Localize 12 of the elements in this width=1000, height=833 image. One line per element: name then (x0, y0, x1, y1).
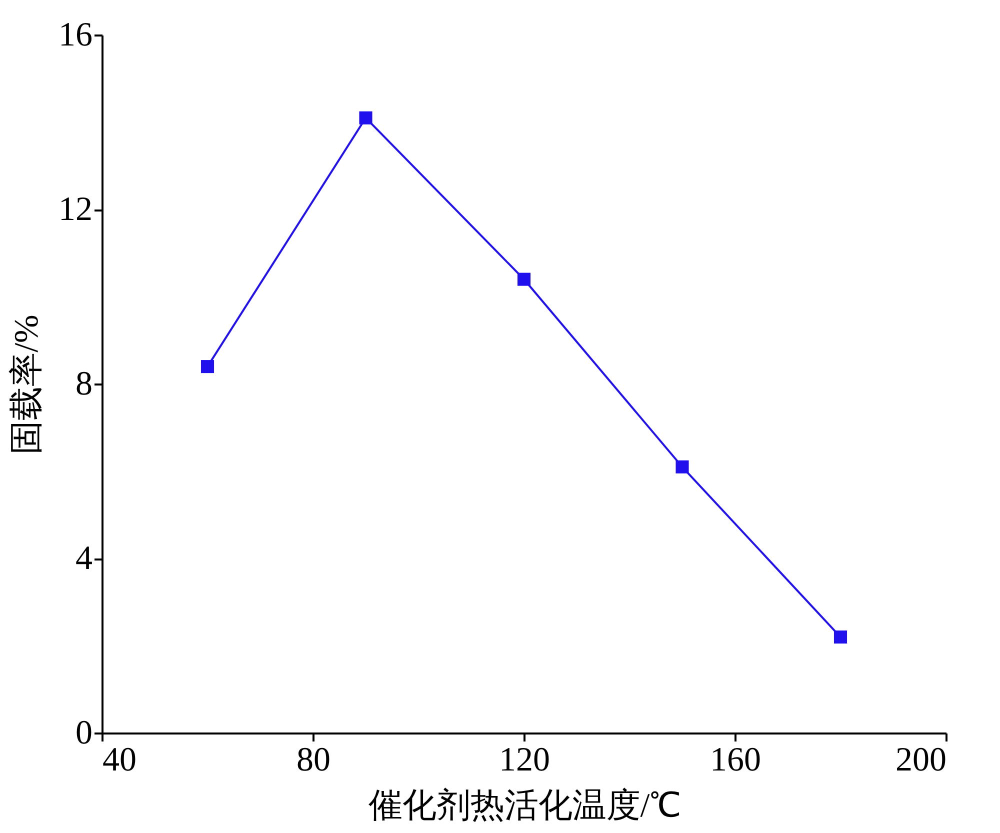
x-axis-title: 催化剂热活化温度/℃ (368, 788, 681, 824)
y-tick-label: 4 (76, 540, 92, 577)
x-tick-label: 200 (896, 742, 946, 778)
x-tick-label: 160 (710, 742, 761, 778)
y-tick-label: 0 (76, 714, 92, 752)
y-tick-label: 8 (76, 366, 92, 402)
y-tick-label: 12 (58, 191, 92, 228)
x-tick-label: 120 (499, 742, 550, 778)
y-tick-label: 16 (58, 16, 92, 54)
y-axis-title: 固载率/% (8, 314, 46, 454)
x-tick-label: 80 (296, 742, 330, 778)
x-tick-label: 40 (102, 742, 136, 778)
